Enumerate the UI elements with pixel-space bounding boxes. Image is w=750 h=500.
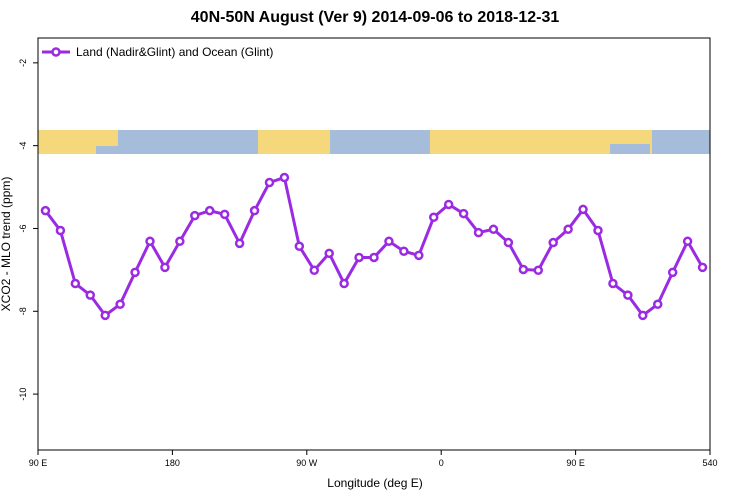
point <box>458 208 469 219</box>
x-tick-label: 540 <box>702 458 717 468</box>
map-strip <box>38 130 710 154</box>
legend-marker <box>51 47 61 57</box>
series-line <box>44 175 704 318</box>
point <box>533 265 544 276</box>
point <box>354 252 364 263</box>
point <box>473 227 484 238</box>
point <box>563 224 573 235</box>
point <box>428 212 439 223</box>
y-axis-title: XCO2 - MLO trend (ppm) <box>0 177 13 312</box>
point <box>518 264 529 275</box>
plot-frame <box>37 37 711 451</box>
point <box>339 278 349 289</box>
point <box>100 310 110 321</box>
point <box>414 250 424 261</box>
point <box>548 237 558 248</box>
point <box>608 278 618 289</box>
point <box>145 236 155 247</box>
y-tick-label: -4 <box>18 142 28 150</box>
point <box>384 236 394 247</box>
point <box>399 246 409 256</box>
x-tick-label: 90 W <box>296 458 318 468</box>
point <box>652 299 663 309</box>
point <box>503 237 514 248</box>
point <box>204 205 215 216</box>
point <box>130 267 140 278</box>
point <box>115 299 125 309</box>
point <box>249 205 260 216</box>
point <box>175 236 185 247</box>
point <box>443 199 454 210</box>
y-tick-label: -10 <box>18 388 28 401</box>
point <box>264 177 275 188</box>
point <box>294 241 305 252</box>
point <box>279 172 290 183</box>
point <box>593 225 603 236</box>
land-band <box>258 130 330 154</box>
point <box>623 290 633 300</box>
point <box>638 310 648 321</box>
point <box>324 248 334 259</box>
point <box>667 267 678 278</box>
y-tick-label: -8 <box>18 307 28 315</box>
point <box>488 224 499 235</box>
point <box>309 265 320 276</box>
legend-label: Land (Nadir&Glint) and Ocean (Glint) <box>76 45 273 59</box>
point <box>234 238 245 249</box>
ocean-band <box>610 144 650 154</box>
point <box>682 236 693 247</box>
x-tick-label: 0 <box>439 458 444 468</box>
point <box>85 290 96 300</box>
x-axis-title: Longitude (deg E) <box>327 476 422 490</box>
chart-title: 40N-50N August (Ver 9) 2014-09-06 to 201… <box>191 9 560 26</box>
y-tick-label: -2 <box>18 59 28 67</box>
point <box>55 225 66 236</box>
point <box>190 210 200 221</box>
point <box>369 252 379 263</box>
x-tick-label: 180 <box>165 458 180 468</box>
point <box>40 205 51 216</box>
x-tick-label: 90 E <box>29 458 48 468</box>
point <box>697 262 708 273</box>
point <box>70 278 81 289</box>
point <box>219 209 230 220</box>
x-tick-label: 90 E <box>566 458 585 468</box>
y-tick-label: -6 <box>18 224 28 232</box>
point <box>160 262 170 273</box>
point <box>578 204 588 215</box>
ocean-band <box>96 146 118 154</box>
